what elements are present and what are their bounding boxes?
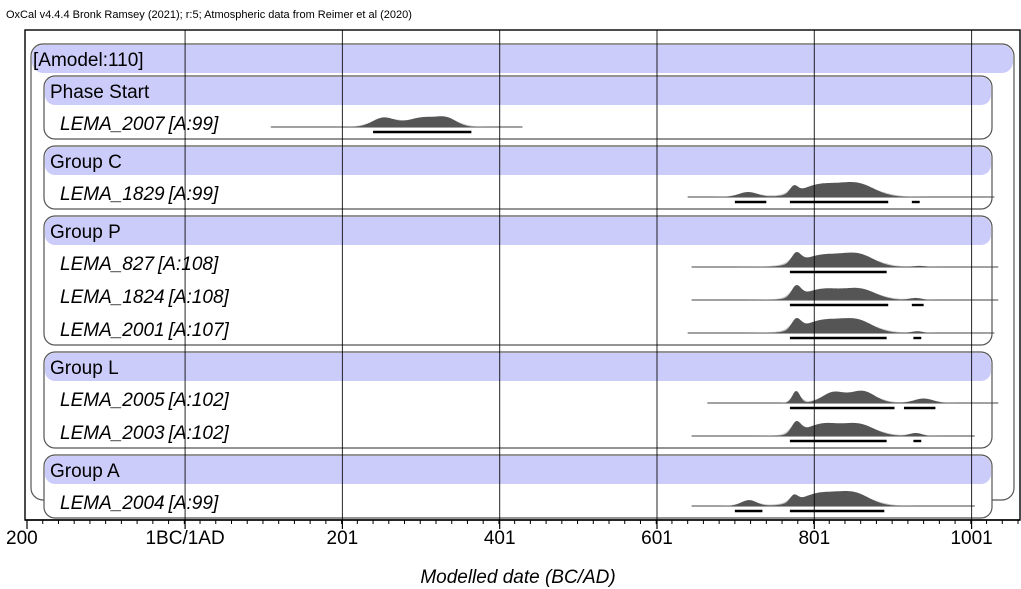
sample-row: LEMA_2003 [A:102] bbox=[60, 421, 975, 444]
sample-row: LEMA_2005 [A:102] bbox=[60, 390, 999, 411]
agreement-index: [A:108] bbox=[157, 254, 219, 275]
sample-label: LEMA_2007 [A:99] bbox=[60, 114, 219, 135]
sample-name: LEMA_1824 bbox=[60, 287, 165, 308]
sample-name: LEMA_1829 bbox=[60, 184, 165, 205]
group-band bbox=[45, 147, 991, 175]
model-band bbox=[32, 45, 1013, 73]
group-frame bbox=[43, 215, 993, 346]
agreement-index: [A:99] bbox=[168, 493, 219, 514]
x-axis: 200 1BC/1AD 201 401 601 801 1001 bbox=[6, 519, 1020, 549]
posterior-distribution bbox=[691, 491, 975, 506]
agreement-index: [A:107] bbox=[168, 320, 230, 341]
sample-row: LEMA_2004 [A:99] bbox=[60, 491, 975, 514]
sample-row: LEMA_1824 [A:108] bbox=[60, 285, 999, 308]
group-band bbox=[45, 353, 991, 381]
group-band bbox=[45, 456, 991, 484]
agreement-index: [A:102] bbox=[168, 390, 230, 411]
sample-row: LEMA_827 [A:108] bbox=[60, 252, 999, 275]
sample-label: LEMA_2004 [A:99] bbox=[60, 493, 219, 514]
group-band bbox=[45, 77, 991, 105]
agreement-index: [A:99] bbox=[168, 114, 219, 135]
sample-name: LEMA_2007 bbox=[60, 114, 166, 135]
x-tick-label: 401 bbox=[484, 528, 516, 549]
agreement-index: [A:99] bbox=[168, 184, 219, 205]
x-tick-label: 601 bbox=[641, 528, 673, 549]
sample-name: LEMA_2003 bbox=[60, 423, 165, 444]
agreement-index: [A:102] bbox=[168, 423, 230, 444]
posterior-distribution bbox=[687, 182, 995, 197]
sample-label: LEMA_2001 [A:107] bbox=[60, 320, 230, 341]
group-label: Group P bbox=[50, 222, 121, 243]
posterior-distribution bbox=[707, 390, 999, 403]
sample-row: LEMA_1829 [A:99] bbox=[60, 182, 995, 205]
posterior-distribution bbox=[691, 252, 999, 267]
group-label: Group L bbox=[50, 358, 119, 379]
group-label: Group A bbox=[50, 461, 120, 482]
sample-label: LEMA_2003 [A:102] bbox=[60, 423, 230, 444]
group-box: Group A LEMA_2004 [A:99] bbox=[43, 454, 993, 519]
sample-row: LEMA_2007 [A:99] bbox=[60, 114, 523, 135]
group-box: Group C LEMA_1829 [A:99] bbox=[43, 145, 995, 210]
group-label: Group C bbox=[50, 152, 122, 173]
sample-name: LEMA_2001 bbox=[60, 320, 165, 341]
group-box: Phase Start LEMA_2007 [A:99] bbox=[43, 75, 993, 140]
x-tick-label: 200 bbox=[6, 528, 38, 549]
sample-name: LEMA_2004 bbox=[60, 493, 165, 514]
sample-row: LEMA_2001 [A:107] bbox=[60, 318, 995, 341]
x-tick-label: 1001 bbox=[950, 528, 992, 549]
posterior-distribution bbox=[691, 421, 975, 436]
x-tick-label: 801 bbox=[798, 528, 830, 549]
x-axis-label: Modelled date (BC/AD) bbox=[420, 567, 615, 588]
x-tick-label: 1BC/1AD bbox=[145, 528, 224, 549]
posterior-distribution bbox=[270, 116, 523, 127]
credit-line: OxCal v4.4.4 Bronk Ramsey (2021); r:5; A… bbox=[6, 9, 412, 21]
sample-label: LEMA_1829 [A:99] bbox=[60, 184, 219, 205]
x-tick-label: 201 bbox=[327, 528, 359, 549]
sample-label: LEMA_1824 [A:108] bbox=[60, 287, 230, 308]
sample-label: LEMA_2005 [A:102] bbox=[60, 390, 230, 411]
sample-name: LEMA_827 bbox=[60, 254, 155, 275]
group-band bbox=[45, 217, 991, 245]
sample-label: LEMA_827 [A:108] bbox=[60, 254, 219, 275]
sample-name: LEMA_2005 bbox=[60, 390, 165, 411]
group-label: Phase Start bbox=[50, 82, 150, 103]
model-label: [Amodel:110] bbox=[33, 50, 144, 71]
gridlines bbox=[184, 30, 973, 520]
posterior-distribution bbox=[687, 318, 995, 333]
posterior-distribution bbox=[691, 285, 999, 300]
agreement-index: [A:108] bbox=[168, 287, 230, 308]
